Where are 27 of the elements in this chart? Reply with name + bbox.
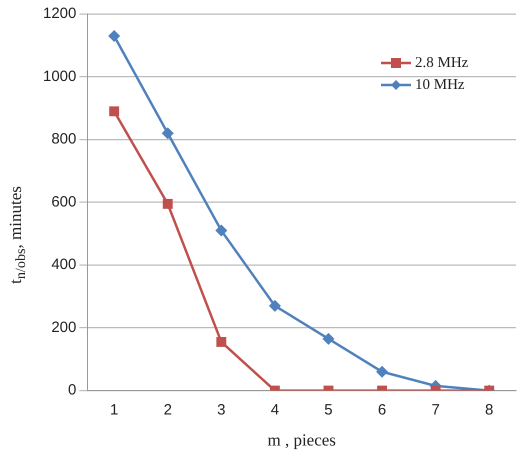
x-tick-label: 5 bbox=[324, 402, 333, 419]
x-tick-label: 8 bbox=[485, 402, 494, 419]
y-tick-label: 1200 bbox=[42, 5, 76, 22]
y-tick-label: 400 bbox=[51, 256, 76, 274]
point bbox=[215, 224, 228, 237]
x-tick-label: 3 bbox=[217, 402, 226, 419]
x-tick-label: 1 bbox=[110, 402, 118, 419]
point bbox=[162, 127, 174, 140]
y-tick-label: 800 bbox=[51, 130, 76, 148]
point bbox=[108, 30, 120, 42]
y-tick-label: 600 bbox=[51, 193, 76, 210]
point bbox=[162, 198, 173, 209]
x-tick-label: 7 bbox=[431, 402, 440, 419]
point bbox=[109, 106, 120, 116]
point bbox=[216, 337, 226, 347]
legend-label: 2.8 MHz bbox=[415, 54, 468, 72]
x-tick-label: 4 bbox=[270, 402, 280, 419]
y-tick-label: 0 bbox=[68, 382, 76, 399]
legend-label: 10 MHz bbox=[415, 76, 465, 94]
y-tick-label: 1000 bbox=[42, 68, 76, 85]
x-axis-title: m , pieces bbox=[267, 430, 336, 450]
point bbox=[322, 332, 334, 345]
point bbox=[268, 300, 281, 312]
x-tick-label: 6 bbox=[378, 402, 386, 419]
y-tick-label: 200 bbox=[51, 318, 76, 336]
x-tick-label: 2 bbox=[164, 402, 172, 419]
point bbox=[376, 366, 388, 378]
